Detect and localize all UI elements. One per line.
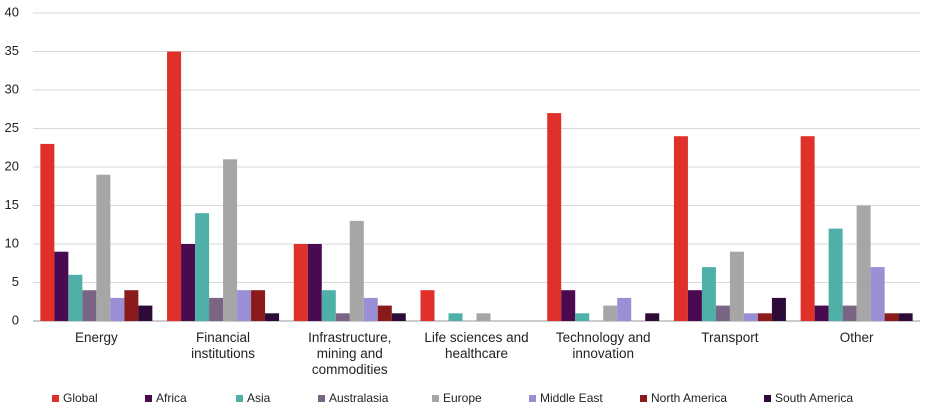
bar — [335, 313, 350, 321]
legend-swatch — [764, 394, 771, 402]
legend-swatch — [318, 394, 325, 402]
bar — [40, 143, 55, 321]
bar — [715, 305, 730, 321]
legend-label: Global — [63, 391, 98, 405]
bar — [603, 305, 618, 321]
bar — [729, 251, 744, 321]
bar — [800, 136, 815, 321]
bar — [167, 51, 182, 321]
legend-item: Global — [52, 391, 98, 405]
bar — [898, 313, 913, 321]
bar — [420, 290, 435, 321]
bar — [82, 290, 97, 321]
legend-label: North America — [651, 391, 728, 405]
y-tick-label: 30 — [5, 81, 19, 96]
bar — [561, 290, 576, 321]
bar — [363, 297, 378, 321]
bar — [814, 305, 829, 321]
y-tick-label: 40 — [5, 4, 19, 19]
y-tick-label: 15 — [5, 197, 19, 212]
legend-swatch — [640, 394, 647, 402]
legend-item: Australasia — [318, 391, 388, 405]
bar — [476, 313, 491, 321]
legend-item: Europe — [432, 391, 482, 405]
bar — [265, 313, 280, 321]
legend-label: South America — [775, 391, 854, 405]
bar — [771, 297, 786, 321]
x-tick-label: Technology and innovation — [555, 330, 651, 361]
legend-item: North America — [640, 391, 727, 405]
bar — [110, 297, 125, 321]
bar — [687, 290, 702, 321]
bar — [842, 305, 857, 321]
y-tick-label: 0 — [12, 312, 19, 327]
bar — [181, 244, 196, 321]
bar — [124, 290, 139, 321]
bar — [757, 313, 772, 321]
bar — [870, 267, 885, 321]
bar — [223, 159, 238, 321]
legend-item: Africa — [145, 391, 187, 405]
bar — [68, 274, 83, 321]
bar — [209, 297, 224, 321]
legend-item: Middle East — [529, 391, 603, 405]
bar — [673, 136, 688, 321]
bar — [743, 313, 758, 321]
y-tick-label: 35 — [5, 43, 19, 58]
bar — [96, 174, 111, 321]
legend-item: Asia — [236, 391, 270, 405]
x-tick-label: Other — [839, 330, 874, 345]
bar — [195, 213, 210, 321]
y-tick-label: 25 — [5, 120, 19, 135]
y-tick-label: 20 — [5, 158, 19, 173]
legend-label: Africa — [156, 391, 187, 405]
x-tick-label: Infrastructure, mining and commodities — [308, 330, 392, 377]
y-tick-label: 10 — [5, 235, 19, 250]
x-tick-label: Transport — [701, 330, 759, 345]
legend-label: Australasia — [329, 391, 389, 405]
bar — [237, 290, 252, 321]
legend-label: Europe — [443, 391, 482, 405]
x-tick-label: Energy — [74, 330, 118, 345]
bar — [138, 305, 153, 321]
legend-label: Middle East — [540, 391, 603, 405]
bar — [645, 313, 660, 321]
x-tick-label: Financial institutions — [191, 330, 255, 361]
bar — [349, 220, 364, 321]
legend-swatch — [52, 394, 59, 402]
legend-swatch — [145, 394, 152, 402]
bar — [547, 113, 562, 321]
bar — [54, 251, 69, 321]
bar — [251, 290, 266, 321]
bar — [321, 290, 336, 321]
bar — [828, 228, 843, 321]
bar — [307, 244, 322, 321]
legend-swatch — [432, 394, 439, 402]
bar — [884, 313, 899, 321]
legend-item: South America — [764, 391, 853, 405]
bar — [701, 267, 716, 321]
bar — [293, 244, 308, 321]
y-tick-label: 5 — [12, 274, 19, 289]
bar — [617, 297, 632, 321]
bar — [448, 313, 463, 321]
bar — [856, 205, 871, 321]
bar — [391, 313, 406, 321]
x-tick-label: Life sciences and healthcare — [424, 330, 529, 361]
bar — [575, 313, 590, 321]
bar — [377, 305, 392, 321]
legend-label: Asia — [247, 391, 271, 405]
legend-swatch — [236, 394, 243, 402]
legend-swatch — [529, 394, 536, 402]
